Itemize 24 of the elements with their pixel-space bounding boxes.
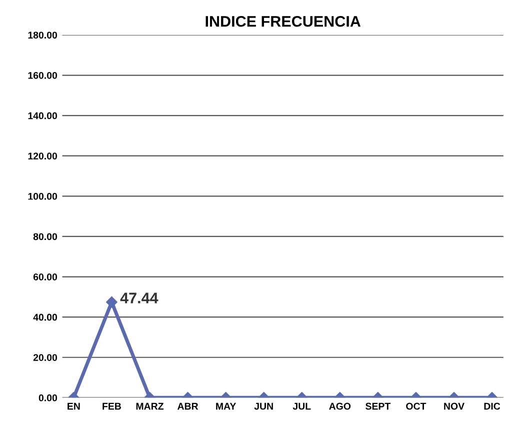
data-label: 47.44: [120, 292, 158, 304]
x-tick-label: ABR: [177, 402, 198, 410]
x-tick-label: FEB: [102, 402, 121, 410]
y-tick-label: 180.00: [28, 32, 58, 39]
x-tick-label: DIC: [484, 402, 500, 410]
y-tick-label: 20.00: [33, 354, 58, 361]
x-tick-label: SEPT: [366, 402, 391, 410]
x-tick-label: OCT: [406, 402, 426, 410]
y-tick-label: 60.00: [33, 274, 58, 280]
x-tick-label: MARZ: [136, 402, 164, 410]
y-tick-label: 0.00: [38, 394, 58, 402]
x-tick-label: JUL: [292, 402, 311, 410]
x-tick-label: JUN: [254, 402, 273, 410]
x-tick-label: EN: [68, 402, 80, 410]
x-tick-label: MAY: [216, 402, 236, 410]
x-tick-label: AGO: [329, 402, 351, 410]
y-tick-label: 80.00: [33, 233, 58, 240]
y-tick-label: 100.00: [28, 192, 58, 200]
y-tick-label: 120.00: [28, 152, 58, 160]
y-tick-label: 160.00: [28, 72, 58, 79]
y-tick-label: 40.00: [33, 314, 58, 321]
chart-title: INDICE FRECUENCIA: [206, 16, 361, 27]
x-tick-label: NOV: [444, 402, 464, 410]
y-tick-label: 140.00: [28, 112, 58, 120]
